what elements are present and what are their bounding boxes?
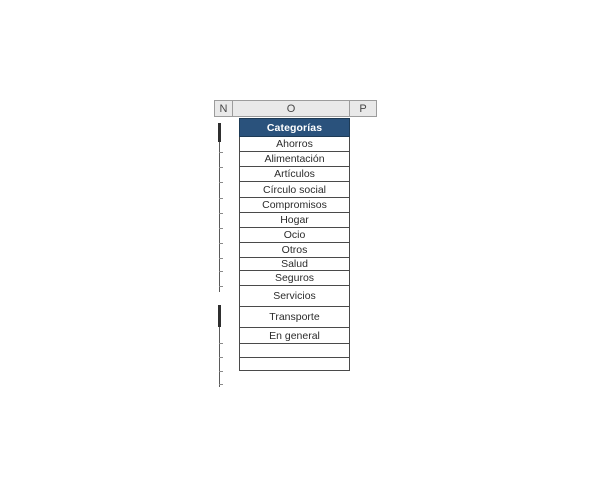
- category-cell[interactable]: Transporte: [239, 307, 350, 328]
- category-cell[interactable]: Otros: [239, 243, 350, 258]
- row-boundary-tick: [219, 371, 223, 372]
- row-boundary-tick: [219, 271, 223, 272]
- category-cell[interactable]: Ocio: [239, 228, 350, 243]
- row-boundary-tick: [219, 357, 223, 358]
- row-boundary-tick: [219, 343, 223, 344]
- category-header-cell[interactable]: Categorías: [239, 118, 350, 137]
- column-header-o[interactable]: O: [233, 100, 350, 117]
- category-cell[interactable]: Círculo social: [239, 182, 350, 198]
- category-cell[interactable]: En general: [239, 328, 350, 344]
- categories-table: Categorías Ahorros Alimentación Artículos C…: [239, 118, 350, 371]
- column-header-row: N O P: [214, 100, 377, 117]
- category-cell[interactable]: Servicios: [239, 286, 350, 307]
- category-cell[interactable]: Artículos: [239, 167, 350, 182]
- category-rows: Ahorros Alimentación Artículos Círculo soci…: [239, 137, 350, 371]
- row-boundary-tick: [219, 213, 223, 214]
- column-n-border-segment-lower: [218, 305, 221, 327]
- column-n-border-line-upper: [219, 142, 220, 292]
- row-boundary-tick: [219, 228, 223, 229]
- category-cell[interactable]: Alimentación: [239, 152, 350, 167]
- column-n-border-segment-top: [218, 123, 221, 142]
- row-boundary-tick: [219, 384, 223, 385]
- category-cell[interactable]: Hogar: [239, 213, 350, 228]
- category-cell[interactable]: Compromisos: [239, 198, 350, 213]
- row-boundary-tick: [219, 198, 223, 199]
- row-boundary-tick: [219, 152, 223, 153]
- row-boundary-tick: [219, 243, 223, 244]
- column-header-p[interactable]: P: [350, 100, 377, 117]
- column-header-n[interactable]: N: [214, 100, 233, 117]
- row-boundary-tick: [219, 167, 223, 168]
- row-boundary-tick: [219, 286, 223, 287]
- row-boundary-tick: [219, 258, 223, 259]
- category-cell[interactable]: Ahorros: [239, 137, 350, 152]
- category-cell[interactable]: Seguros: [239, 271, 350, 286]
- row-boundary-tick: [219, 182, 223, 183]
- category-cell[interactable]: [239, 344, 350, 358]
- category-cell[interactable]: Salud: [239, 258, 350, 271]
- category-cell[interactable]: [239, 358, 350, 371]
